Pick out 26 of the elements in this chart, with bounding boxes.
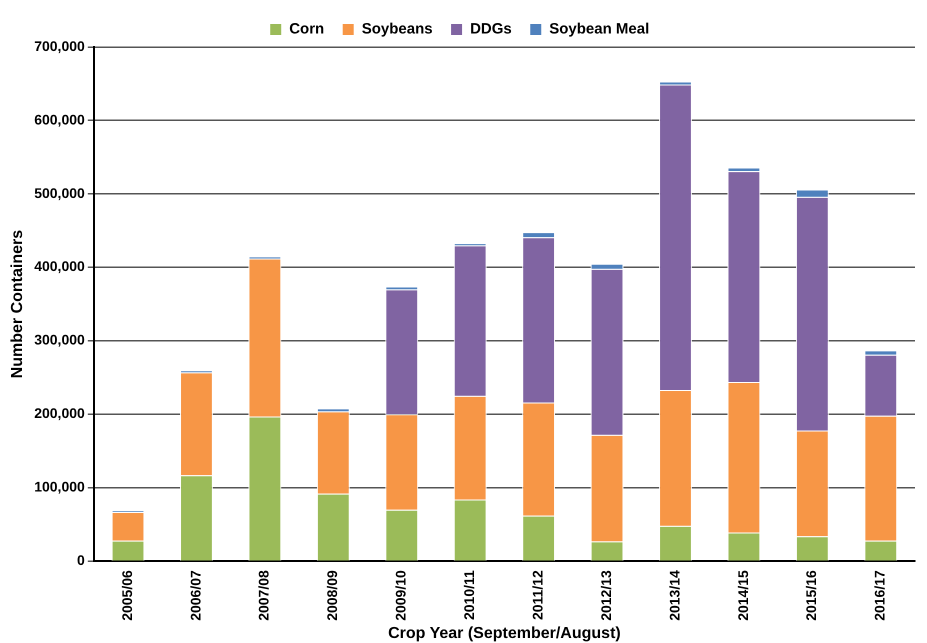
legend-label: Soybean Meal xyxy=(549,20,650,38)
x-tick-label: 2016/17 xyxy=(872,570,888,621)
x-tick-label: 2014/15 xyxy=(734,570,751,621)
x-tick-label: 2006/07 xyxy=(187,570,204,621)
x-tick-label: 2005/06 xyxy=(118,570,135,621)
legend-label: Soybeans xyxy=(362,20,433,38)
x-tick-label: 2015/16 xyxy=(803,570,820,621)
y-tick-label: 300,000 xyxy=(34,332,86,348)
x-tick-label: 2013/14 xyxy=(666,570,682,621)
legend-label: Corn xyxy=(289,20,324,38)
x-tick-label: 2008/09 xyxy=(324,570,340,621)
x-axis-title: Crop Year (September/August) xyxy=(388,624,621,642)
y-tick-label: 600,000 xyxy=(34,111,86,128)
legend-label: DDGs xyxy=(470,20,512,38)
y-tick-label: 500,000 xyxy=(34,184,86,201)
x-tick-label: 2009/10 xyxy=(392,570,409,621)
x-tick-label: 2012/13 xyxy=(598,570,614,621)
y-tick-label: 400,000 xyxy=(34,258,86,274)
y-tick-label: 200,000 xyxy=(34,405,86,422)
y-tick-label: 0 xyxy=(77,552,86,568)
x-tick-label: 2010/11 xyxy=(461,570,478,620)
y-axis-title: Number Containers xyxy=(9,230,26,378)
x-tick-label: 2007/08 xyxy=(256,570,272,621)
y-tick-label: 100,000 xyxy=(34,478,86,495)
x-tick-label: 2011/12 xyxy=(529,570,546,620)
y-tick-label: 700,000 xyxy=(34,38,86,54)
